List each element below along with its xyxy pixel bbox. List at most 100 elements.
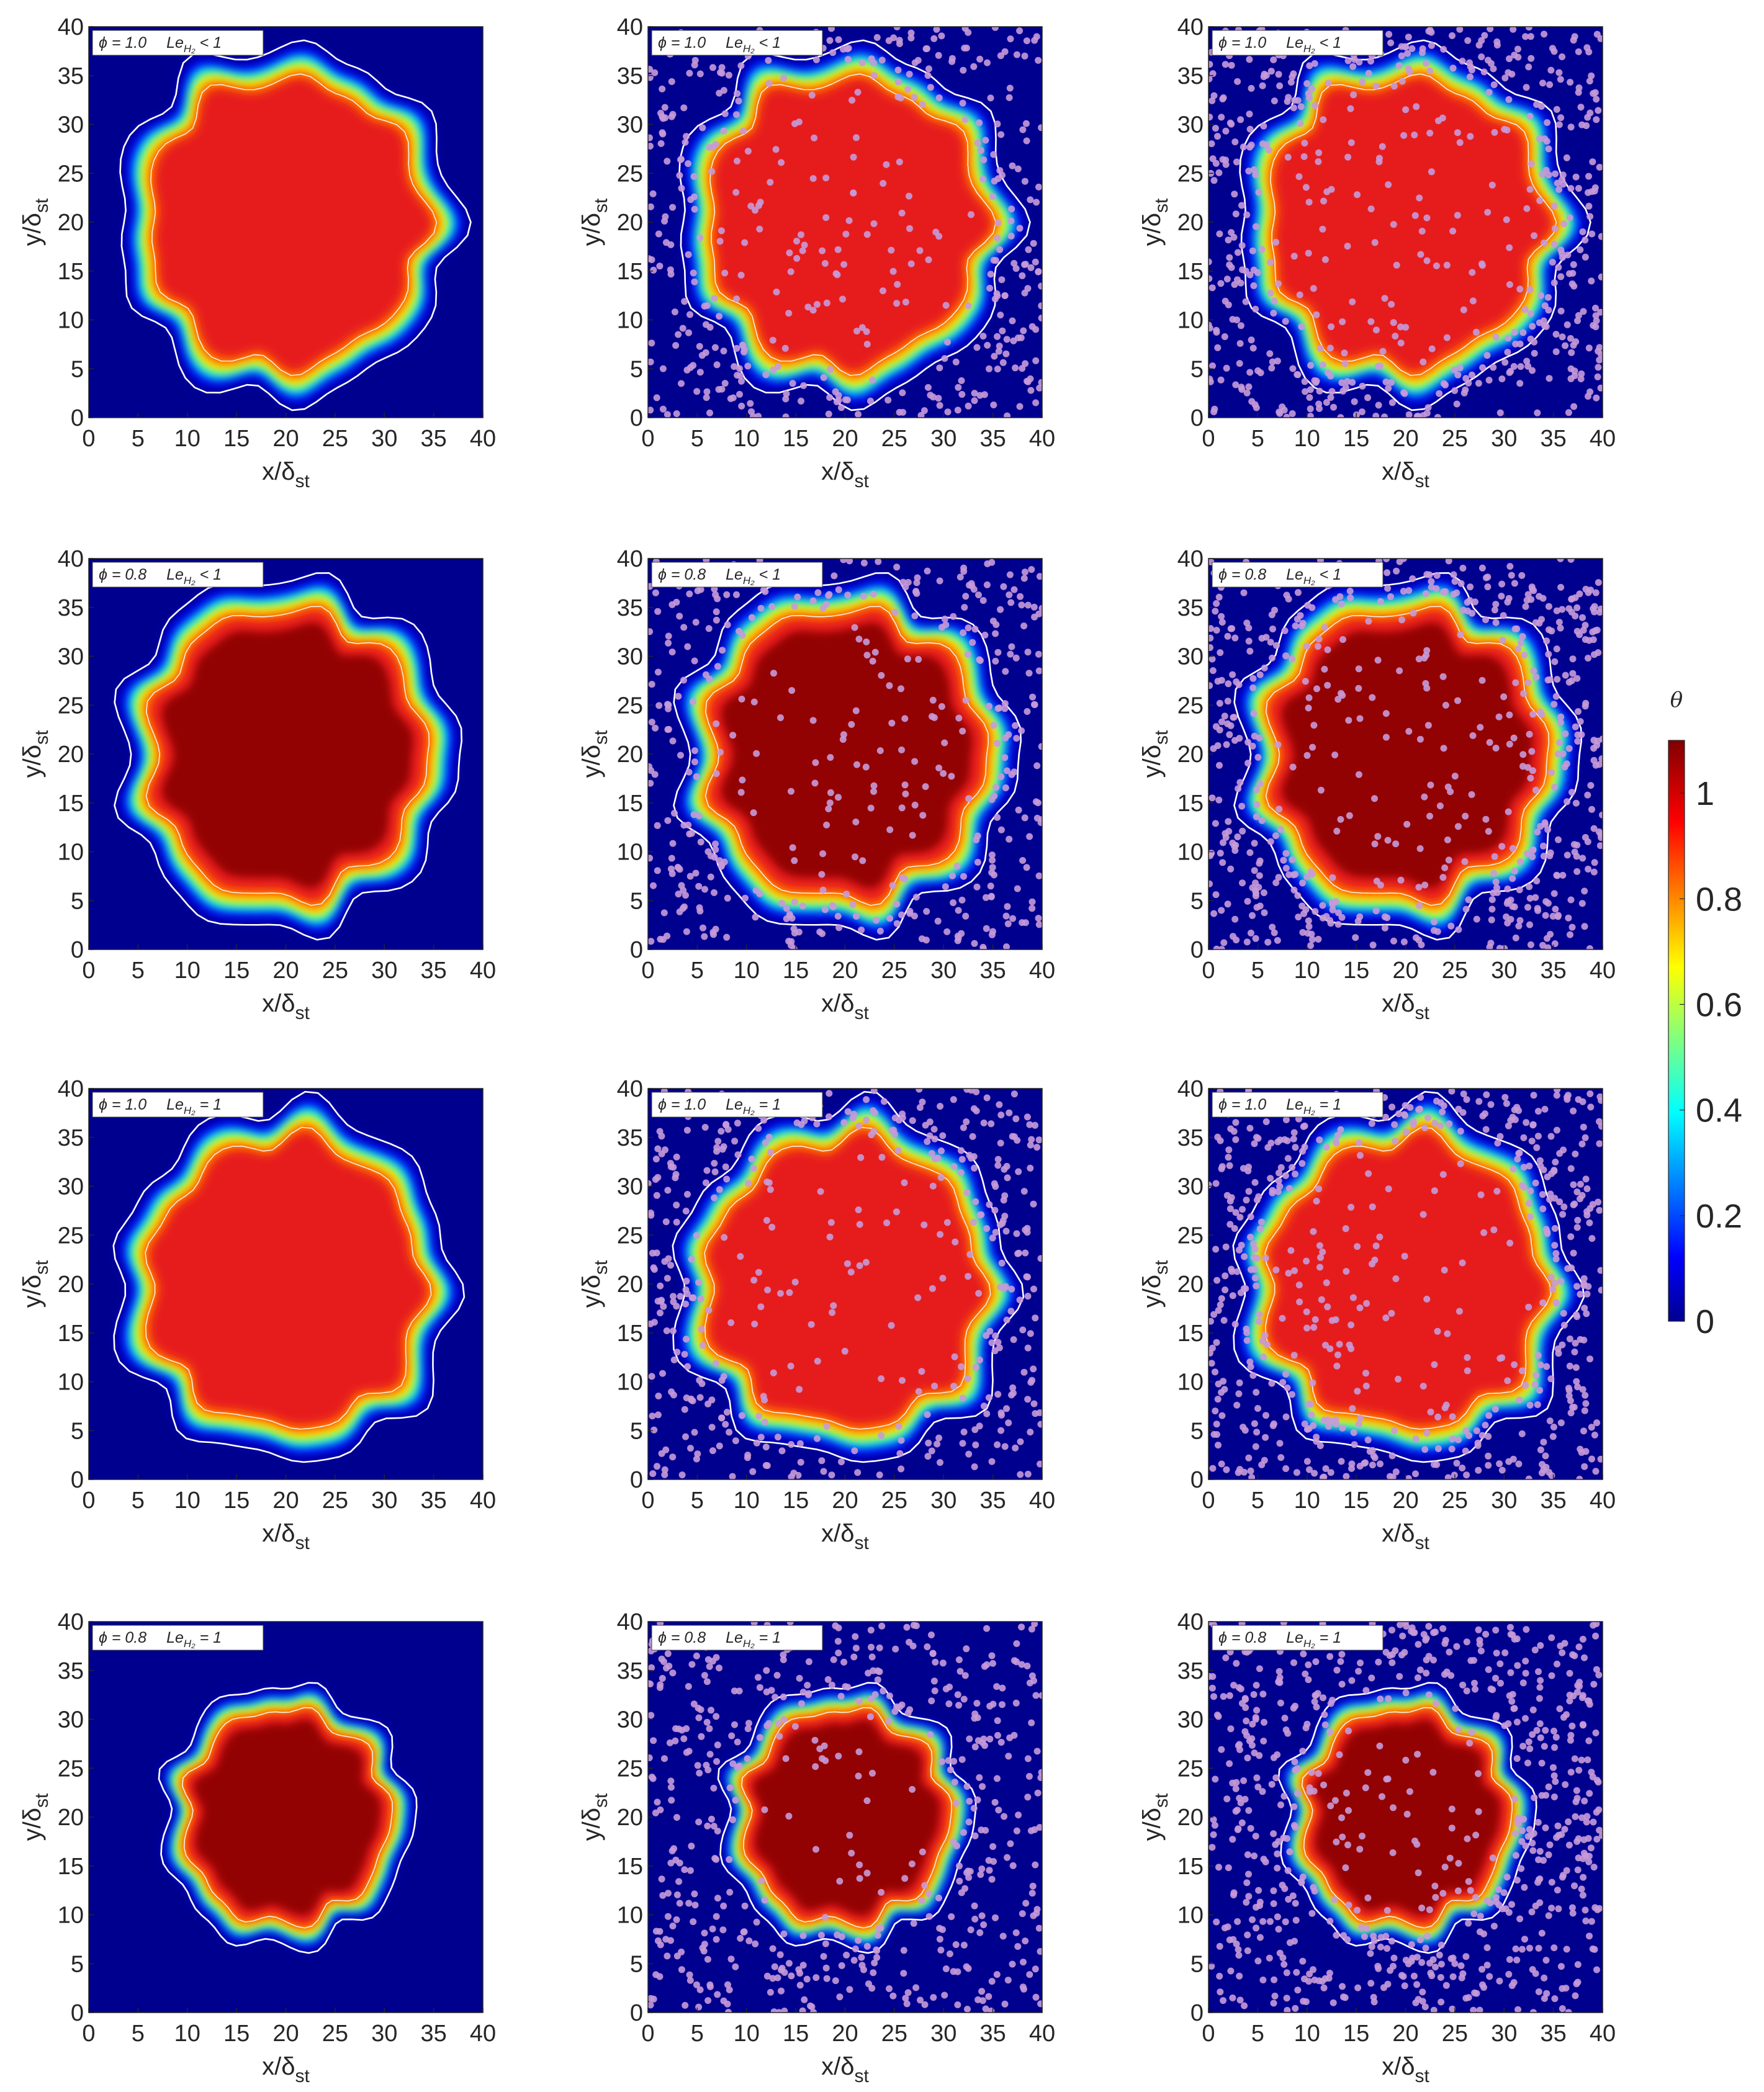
particle xyxy=(1023,37,1030,45)
particle xyxy=(938,1147,945,1154)
particle xyxy=(1310,285,1317,292)
particle xyxy=(1307,386,1314,393)
particle xyxy=(1567,1769,1575,1776)
particle xyxy=(798,397,804,405)
particle xyxy=(1226,254,1233,261)
particle xyxy=(1351,1441,1358,1448)
y-tick-label: 35 xyxy=(617,1658,643,1684)
particle xyxy=(908,1861,916,1867)
particle xyxy=(941,1991,948,1999)
particle xyxy=(649,190,657,197)
particle xyxy=(900,1947,907,1954)
particle xyxy=(654,668,662,676)
particle xyxy=(1434,1445,1442,1452)
particle xyxy=(1345,1807,1352,1814)
particle xyxy=(888,246,895,254)
particle xyxy=(1577,1195,1583,1203)
x-tick-label: 0 xyxy=(82,958,95,984)
particle xyxy=(848,97,856,104)
particle xyxy=(1349,63,1357,70)
particle xyxy=(773,289,780,295)
particle xyxy=(1392,1275,1400,1282)
particle xyxy=(926,1118,934,1126)
particle xyxy=(804,1691,812,1699)
particle xyxy=(675,331,682,338)
particle xyxy=(1026,833,1033,840)
x-tick-label: 10 xyxy=(734,958,760,984)
particle xyxy=(1282,318,1289,325)
y-tick-label: 0 xyxy=(71,2000,84,2026)
particle xyxy=(1554,1345,1562,1352)
particle xyxy=(659,1892,667,1899)
particle xyxy=(1589,158,1596,166)
particle xyxy=(822,1940,829,1947)
particle xyxy=(662,1936,670,1943)
particle xyxy=(991,352,998,360)
particle xyxy=(1250,710,1258,717)
particle xyxy=(1468,791,1475,798)
particle xyxy=(949,872,956,879)
particle xyxy=(1545,1851,1552,1859)
particle xyxy=(1282,1465,1290,1472)
particle xyxy=(1272,238,1280,246)
particle xyxy=(1234,249,1241,256)
particle xyxy=(1572,1798,1580,1805)
particle xyxy=(989,193,996,200)
particle xyxy=(916,1089,923,1093)
particle xyxy=(1036,384,1042,392)
particle xyxy=(1356,58,1363,66)
particle xyxy=(901,1179,908,1187)
particle xyxy=(695,1714,703,1722)
particle xyxy=(658,1875,665,1883)
particle xyxy=(731,1687,738,1695)
particle xyxy=(919,1848,926,1856)
particle xyxy=(1243,1329,1251,1336)
particle xyxy=(1364,1769,1372,1776)
particle xyxy=(1282,1172,1289,1179)
particle xyxy=(777,714,784,721)
particle xyxy=(1320,1694,1326,1702)
particle xyxy=(1503,1100,1510,1107)
particle xyxy=(1483,574,1490,581)
particle xyxy=(1384,569,1391,577)
particle xyxy=(973,1107,980,1115)
particle xyxy=(696,1986,704,1993)
particle xyxy=(1217,1988,1224,1996)
y-tick-label: 15 xyxy=(617,259,643,285)
particle xyxy=(1536,1695,1543,1702)
particle xyxy=(1541,30,1548,38)
particle xyxy=(1002,1228,1010,1235)
particle xyxy=(1249,344,1257,352)
particle xyxy=(883,1219,891,1226)
particle xyxy=(1475,1626,1482,1633)
particle xyxy=(1332,1316,1339,1323)
particle xyxy=(1374,657,1382,664)
particle xyxy=(1337,1126,1344,1133)
particle xyxy=(1292,1766,1299,1774)
particle xyxy=(906,71,913,78)
particle xyxy=(1216,761,1223,769)
particle xyxy=(726,1888,734,1896)
particle xyxy=(1276,1183,1284,1190)
particle xyxy=(1262,1412,1269,1419)
particle xyxy=(950,1758,958,1765)
particle xyxy=(1565,914,1572,922)
particle xyxy=(1217,850,1224,857)
particle xyxy=(1359,1833,1366,1840)
particle xyxy=(704,1766,712,1774)
particle xyxy=(1003,767,1010,774)
particle xyxy=(1423,60,1430,67)
particle xyxy=(1027,1827,1035,1834)
particle xyxy=(904,655,911,663)
particle xyxy=(1498,375,1506,382)
particle xyxy=(1238,1819,1246,1826)
particle xyxy=(1245,1164,1252,1170)
particle xyxy=(971,1902,978,1910)
particle xyxy=(946,1950,953,1957)
particle xyxy=(1313,311,1320,318)
particle xyxy=(1529,323,1536,330)
particle xyxy=(1540,1439,1547,1446)
particle xyxy=(1208,655,1216,663)
particle xyxy=(785,310,793,317)
particle xyxy=(1493,42,1501,49)
